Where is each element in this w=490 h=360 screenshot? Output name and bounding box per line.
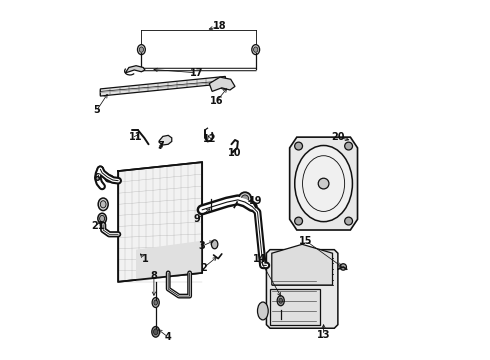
- Polygon shape: [159, 135, 172, 145]
- Polygon shape: [136, 241, 202, 282]
- Text: 19: 19: [249, 197, 263, 206]
- Ellipse shape: [211, 240, 218, 249]
- Text: 12: 12: [202, 134, 216, 144]
- Polygon shape: [272, 244, 333, 285]
- Text: 4: 4: [165, 332, 172, 342]
- Ellipse shape: [252, 45, 260, 55]
- Text: 9: 9: [194, 214, 200, 224]
- Ellipse shape: [152, 327, 160, 337]
- Ellipse shape: [220, 83, 227, 89]
- Ellipse shape: [153, 329, 158, 335]
- Ellipse shape: [98, 213, 106, 224]
- Text: 6: 6: [94, 173, 100, 183]
- Polygon shape: [267, 249, 338, 328]
- Ellipse shape: [279, 298, 283, 303]
- Ellipse shape: [239, 192, 251, 205]
- Text: 18: 18: [213, 21, 227, 31]
- Ellipse shape: [154, 300, 157, 305]
- Ellipse shape: [242, 195, 248, 202]
- Text: 8: 8: [150, 271, 157, 282]
- Text: 3: 3: [199, 241, 205, 251]
- Polygon shape: [125, 66, 145, 73]
- Ellipse shape: [253, 47, 258, 52]
- Ellipse shape: [344, 217, 352, 225]
- Ellipse shape: [344, 142, 352, 150]
- Ellipse shape: [98, 198, 108, 211]
- Text: 11: 11: [129, 132, 143, 142]
- Polygon shape: [118, 162, 202, 282]
- Ellipse shape: [295, 145, 352, 222]
- Polygon shape: [100, 76, 225, 96]
- Text: 10: 10: [227, 148, 241, 158]
- Text: 14: 14: [252, 253, 266, 264]
- Ellipse shape: [294, 217, 302, 225]
- Text: 2: 2: [200, 262, 207, 273]
- Text: 13: 13: [317, 330, 330, 341]
- Polygon shape: [270, 289, 320, 325]
- Ellipse shape: [100, 201, 106, 208]
- Ellipse shape: [277, 296, 284, 306]
- Text: 7: 7: [158, 141, 165, 151]
- Ellipse shape: [139, 47, 144, 52]
- Ellipse shape: [318, 178, 329, 189]
- Ellipse shape: [138, 45, 146, 55]
- Text: 1: 1: [142, 253, 148, 264]
- Ellipse shape: [258, 302, 268, 320]
- Ellipse shape: [99, 215, 104, 222]
- Ellipse shape: [294, 142, 302, 150]
- Polygon shape: [209, 77, 235, 91]
- Text: 20: 20: [331, 132, 344, 142]
- Polygon shape: [290, 137, 358, 230]
- Text: 15: 15: [299, 236, 313, 246]
- Text: 16: 16: [210, 96, 223, 107]
- Ellipse shape: [152, 297, 159, 307]
- Text: 21: 21: [91, 221, 104, 231]
- Text: 5: 5: [94, 105, 100, 115]
- Ellipse shape: [340, 264, 346, 270]
- Text: 17: 17: [190, 68, 203, 78]
